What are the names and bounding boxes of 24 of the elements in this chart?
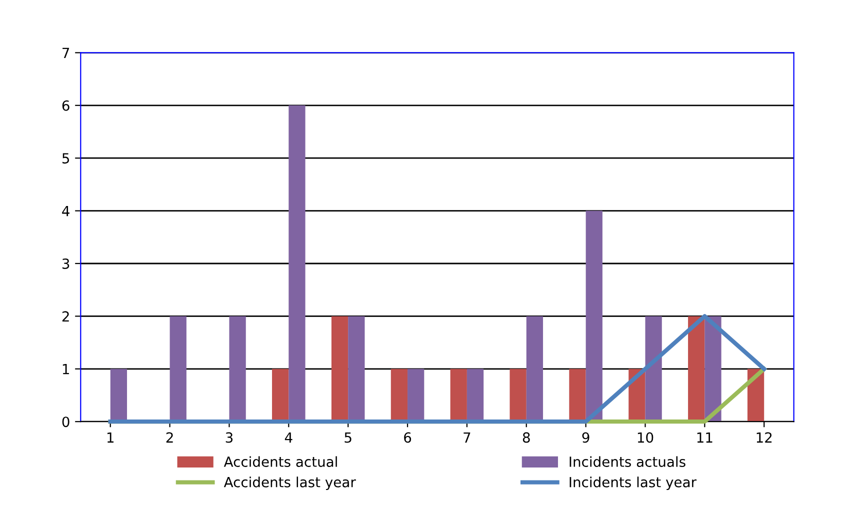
x-tick-label: 6 bbox=[404, 432, 412, 443]
x-tick-label: 4 bbox=[284, 432, 292, 443]
y-tick-label: 2 bbox=[62, 311, 69, 322]
y-tick-label: 5 bbox=[62, 153, 70, 164]
x-tick-label: 3 bbox=[226, 432, 233, 443]
legend-label: Accidents last year bbox=[224, 476, 356, 490]
x-tick-label: 12 bbox=[756, 432, 772, 443]
y-tick-label: 0 bbox=[62, 416, 70, 428]
y-tick-label: 3 bbox=[62, 258, 70, 269]
y-tick-label: 6 bbox=[62, 100, 70, 111]
y-tick-label: 1 bbox=[62, 364, 69, 374]
y-tick-label: 7 bbox=[62, 48, 70, 58]
x-tick-label: 10 bbox=[638, 432, 654, 443]
x-tick-label: 11 bbox=[697, 432, 712, 443]
legend-label: Incidents last year bbox=[570, 476, 697, 490]
x-tick-label: 7 bbox=[464, 432, 470, 443]
legend-label: Incidents actuals bbox=[570, 456, 686, 467]
x-tick-label: 5 bbox=[344, 432, 352, 443]
x-tick-label: 2 bbox=[166, 432, 173, 443]
x-tick-label: 9 bbox=[582, 432, 590, 443]
x-tick-label: 1 bbox=[107, 432, 114, 443]
x-tick-label: 8 bbox=[522, 432, 530, 443]
legend-label: Accidents actual bbox=[224, 456, 337, 467]
y-tick-label: 4 bbox=[62, 206, 70, 216]
